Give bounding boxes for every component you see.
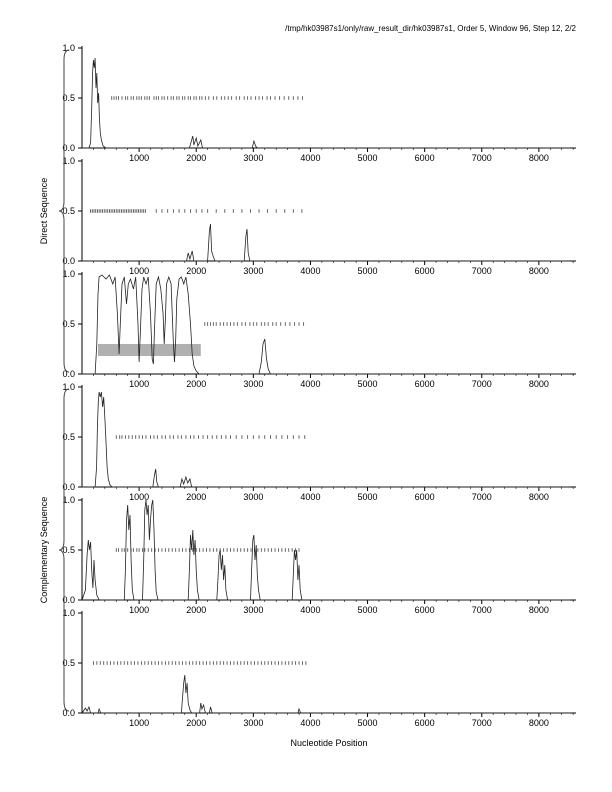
x-tick-label: 7000 [472,379,492,389]
gene-prediction-box [97,344,201,356]
panel-2: 0.0 0.5 1.0 1000 2000 3000 4000 5000 6000 7000 800… [62,156,576,276]
x-tick-label: 6000 [415,492,435,502]
panel-6: 0.0 0.5 1.0 1000 2000 3000 4000 5000 6000 7000 800… [62,608,576,728]
y-tick-label: 0.0 [62,482,75,492]
y-tick-label: 1.0 [62,382,75,392]
x-tick-label: 2000 [186,718,206,728]
probability-trace [82,274,571,375]
x-tick-label: 2000 [186,379,206,389]
x-tick-label: 8000 [529,153,549,163]
x-tick-label: 2000 [186,153,206,163]
x-tick-label: 1000 [129,153,149,163]
x-tick-label: 5000 [358,718,378,728]
x-tick-label: 3000 [243,266,263,276]
x-tick-label: 6000 [415,718,435,728]
x-tick-label: 1000 [129,605,149,615]
x-tick-label: 2000 [186,492,206,502]
y-tick-label: 0.5 [62,206,75,216]
panel-4: 0.0 0.5 1.0 1000 2000 3000 4000 5000 6000 7000 800… [62,382,576,502]
x-axis-label: Nucleotide Position [290,738,368,748]
y-tick-label: 0.0 [62,595,75,605]
x-tick-label: 4000 [300,153,320,163]
y-tick-label: 0.0 [62,369,75,379]
x-tick-label: 3000 [243,605,263,615]
x-tick-label: 5000 [358,492,378,502]
probability-trace [81,674,571,714]
x-tick-label: 1000 [129,492,149,502]
x-tick-label: 7000 [472,718,492,728]
x-tick-label: 8000 [529,718,549,728]
x-tick-label: 8000 [529,605,549,615]
probability-trace [81,499,571,601]
x-tick-label: 2000 [186,266,206,276]
coding-potential-marks [115,548,300,552]
x-tick-label: 4000 [300,605,320,615]
x-tick-label: 7000 [472,605,492,615]
y-tick-label: 0.0 [62,256,75,266]
y-tick-label: 1.0 [62,43,75,53]
x-tick-label: 4000 [300,379,320,389]
plot-title: /tmp/hk03987s1/only/raw_result_dir/hk039… [285,24,576,33]
coding-potential-marks [90,209,303,213]
x-tick-label: 5000 [358,266,378,276]
x-tick-label: 3000 [243,379,263,389]
x-tick-label: 6000 [415,266,435,276]
y-tick-label: 1.0 [62,156,75,166]
y-tick-label: 0.5 [62,658,75,668]
x-tick-label: 4000 [300,266,320,276]
panel-1: 0.0 0.5 1.0 1000 2000 3000 4000 5000 6000 7000 800… [62,43,576,163]
x-tick-label: 8000 [529,266,549,276]
coding-potential-marks [92,661,307,665]
y-tick-label: 0.5 [62,432,75,442]
coding-potential-marks [115,435,306,439]
direct-sequence-brace [58,49,70,373]
y-tick-label: 0.0 [62,143,75,153]
panel-3: 0.0 0.5 1.0 1000 2000 3000 4000 5000 6000 7000 800… [62,269,576,389]
x-tick-label: 4000 [300,718,320,728]
x-tick-label: 2000 [186,605,206,615]
x-tick-label: 1000 [129,266,149,276]
x-tick-label: 8000 [529,492,549,502]
x-tick-label: 6000 [415,153,435,163]
y-tick-label: 0.5 [62,319,75,329]
y-tick-label: 1.0 [62,495,75,505]
y-tick-label: 1.0 [62,269,75,279]
x-tick-label: 7000 [472,266,492,276]
y-tick-label: 0.5 [62,545,75,555]
x-tick-label: 6000 [415,379,435,389]
x-tick-label: 3000 [243,492,263,502]
x-tick-label: 5000 [358,605,378,615]
x-tick-label: 6000 [415,605,435,615]
probability-trace [82,57,571,149]
x-tick-label: 3000 [243,718,263,728]
panel-5: 0.0 0.5 1.0 1000 2000 3000 4000 5000 6000 7000 800… [62,495,576,615]
panel-axes [81,611,576,714]
complementary-sequence-brace [58,388,70,712]
x-tick-label: 5000 [358,153,378,163]
x-tick-label: 7000 [472,492,492,502]
probability-trace [82,223,571,262]
y-tick-label: 0.5 [62,93,75,103]
x-tick-label: 8000 [529,379,549,389]
probability-trace [82,391,571,488]
y-tick-label: 0.0 [62,708,75,718]
y-tick-label: 1.0 [62,608,75,618]
x-tick-label: 5000 [358,379,378,389]
x-tick-label: 7000 [472,153,492,163]
coding-potential-marks [204,322,305,326]
x-tick-label: 1000 [129,718,149,728]
x-tick-label: 3000 [243,153,263,163]
coding-potential-marks [111,96,303,100]
x-tick-label: 4000 [300,492,320,502]
x-tick-label: 1000 [129,379,149,389]
